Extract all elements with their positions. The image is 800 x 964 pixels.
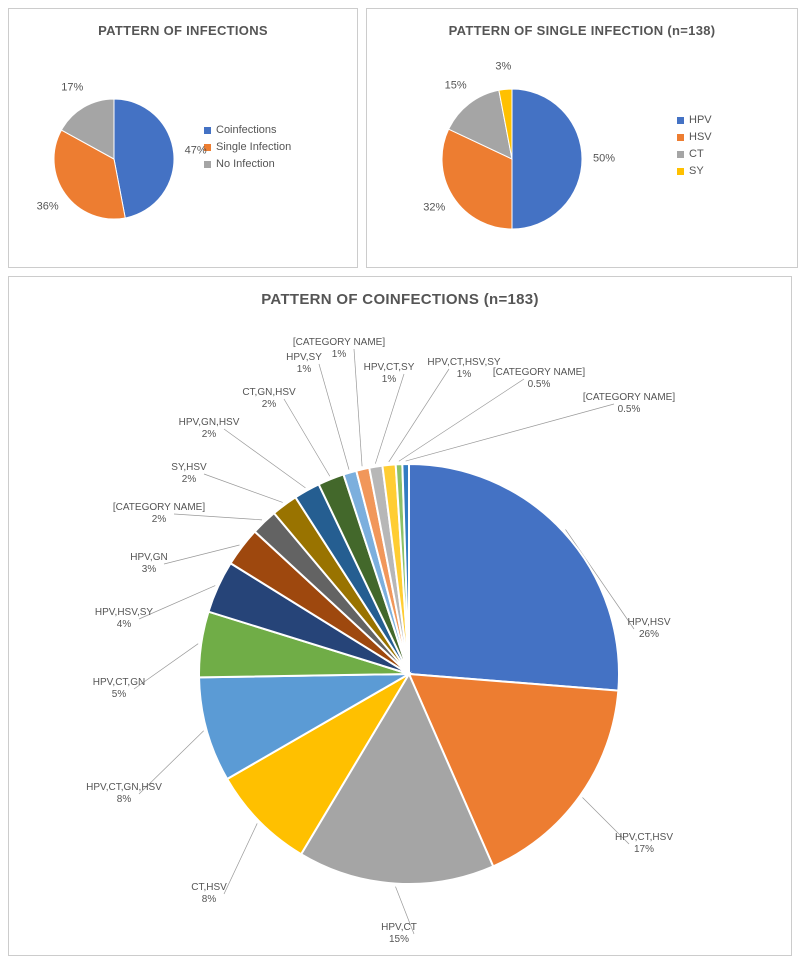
chart2-svg bbox=[367, 44, 797, 264]
legend-label: SY bbox=[689, 165, 704, 177]
pie-slice-label: HPV,CT,HSV17% bbox=[615, 832, 673, 856]
chart2-title: PATTERN OF SINGLE INFECTION (n=138) bbox=[367, 9, 797, 44]
chart1-legend: Coinfections Single Infection No Infection bbox=[204, 124, 291, 175]
pie-slice-label: 15% bbox=[445, 80, 467, 93]
pie-slice-label: HPV,CT,HSV,SY1% bbox=[427, 357, 500, 381]
pie-slice-label: HPV,GN3% bbox=[130, 552, 167, 576]
leader-line bbox=[204, 474, 283, 502]
pie-slice-label: [CATEGORY NAME]2% bbox=[113, 502, 205, 526]
panel-pattern-infections: PATTERN OF INFECTIONS Coinfections Single… bbox=[8, 8, 358, 268]
pie-slice-label: 32% bbox=[423, 202, 445, 215]
leader-line bbox=[375, 374, 404, 464]
legend-label: HPV bbox=[689, 114, 712, 126]
dashboard: PATTERN OF INFECTIONS Coinfections Single… bbox=[8, 8, 792, 956]
pie-slice-label: HPV,HSV,SY4% bbox=[95, 607, 153, 631]
pie-slice-label: HPV,HSV26% bbox=[628, 617, 671, 641]
legend-label: Coinfections bbox=[216, 124, 277, 136]
pie-slice-label: 36% bbox=[37, 201, 59, 214]
pie-slice-label: 47% bbox=[185, 145, 207, 158]
pie-slice-label: [CATEGORY NAME]0.5% bbox=[493, 367, 585, 391]
legend-label: HSV bbox=[689, 131, 712, 143]
leader-line bbox=[319, 364, 349, 470]
chart1-title: PATTERN OF INFECTIONS bbox=[9, 9, 357, 44]
pie-slice-label: CT,GN,HSV2% bbox=[242, 387, 295, 411]
leader-line bbox=[224, 823, 257, 894]
legend-item: HPV bbox=[677, 114, 712, 126]
pie-slice-label: 50% bbox=[593, 152, 615, 165]
legend-swatch bbox=[677, 117, 684, 124]
pie-slice-label: HPV,CT,GN5% bbox=[93, 677, 145, 701]
legend-item: Coinfections bbox=[204, 124, 291, 136]
pie-slice-label: SY,HSV2% bbox=[171, 462, 206, 486]
chart2-body: HPV HSV CT SY 50% 32% 15% 3% bbox=[367, 44, 797, 262]
leader-line bbox=[354, 349, 362, 466]
legend-swatch bbox=[204, 161, 211, 168]
pie-slice-label: HPV,CT,GN,HSV8% bbox=[86, 782, 162, 806]
legend-item: Single Infection bbox=[204, 141, 291, 153]
top-row: PATTERN OF INFECTIONS Coinfections Single… bbox=[8, 8, 792, 268]
legend-label: No Infection bbox=[216, 158, 275, 170]
pie-slice bbox=[512, 89, 582, 229]
legend-item: HSV bbox=[677, 131, 712, 143]
chart3-svg bbox=[9, 314, 793, 954]
pie-slice-label: [CATEGORY NAME]1% bbox=[293, 337, 385, 361]
legend-swatch bbox=[677, 168, 684, 175]
legend-label: CT bbox=[689, 148, 704, 160]
pie-slice-label: HPV,CT15% bbox=[381, 922, 417, 946]
legend-swatch bbox=[677, 134, 684, 141]
legend-item: SY bbox=[677, 165, 712, 177]
pie-slice bbox=[114, 99, 174, 218]
legend-swatch bbox=[204, 127, 211, 134]
pie-slice-label: CT,HSV8% bbox=[191, 882, 227, 906]
pie-slice bbox=[409, 464, 619, 691]
leader-line bbox=[399, 379, 524, 461]
pie-slice-label: HPV,GN,HSV2% bbox=[179, 417, 240, 441]
chart3-title: PATTERN OF COINFECTIONS (n=183) bbox=[9, 277, 791, 314]
leader-line bbox=[164, 545, 240, 564]
pie-slice-label: 17% bbox=[61, 82, 83, 95]
legend-swatch bbox=[677, 151, 684, 158]
panel-pattern-coinfections: PATTERN OF COINFECTIONS (n=183) HPV,HSV2… bbox=[8, 276, 792, 956]
pie-slice-label: 3% bbox=[495, 61, 511, 74]
legend-item: CT bbox=[677, 148, 712, 160]
chart2-legend: HPV HSV CT SY bbox=[677, 114, 712, 182]
pie-slice-label: HPV,CT,SY1% bbox=[364, 362, 415, 386]
legend-item: No Infection bbox=[204, 158, 291, 170]
panel-pattern-single: PATTERN OF SINGLE INFECTION (n=138) HPVH… bbox=[366, 8, 798, 268]
pie-slice-label: [CATEGORY NAME]0.5% bbox=[583, 392, 675, 416]
chart3-body: HPV,HSV26% HPV,CT,HSV17% HPV,CT15% CT,HSV8%… bbox=[9, 314, 791, 952]
legend-label: Single Infection bbox=[216, 141, 291, 153]
chart1-body: Coinfections Single Infection No Infection… bbox=[9, 44, 357, 262]
